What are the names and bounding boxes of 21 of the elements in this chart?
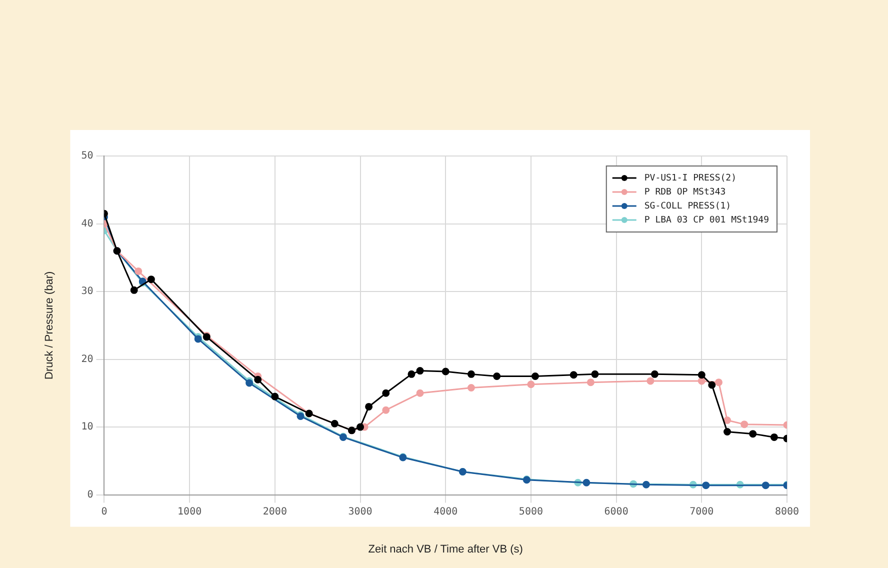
- x-tick-label: 5000: [518, 506, 544, 518]
- y-tick-label: 50: [81, 150, 94, 162]
- x-tick-label: 6000: [604, 506, 628, 518]
- y-tick-label: 10: [81, 422, 94, 433]
- y-tick-label: 30: [81, 286, 94, 298]
- x-tick-label: 0: [101, 506, 108, 518]
- x-tick-label: 8000: [774, 506, 800, 518]
- y-tick-label: 0: [87, 489, 94, 500]
- legend-label: P RDB OP MSt343: [644, 187, 726, 198]
- legend-label: P LBA 03 CP 001 MSt1949: [644, 215, 769, 226]
- y-tick-label: 40: [81, 218, 94, 230]
- x-tick-label: 4000: [434, 506, 458, 518]
- legend-label: PV-US1-I PRESS(2): [644, 173, 736, 184]
- x-tick-label: 3000: [348, 506, 372, 518]
- y-axis-title: Druck / Pressure (bar): [44, 271, 56, 380]
- legend-label: SG-COLL PRESS(1): [644, 201, 732, 212]
- x-tick-label: 7000: [690, 506, 714, 518]
- x-tick-label: 1000: [178, 506, 202, 518]
- y-tick-label: 20: [81, 354, 94, 365]
- x-axis-title: Zeit nach VB / Time after VB (s): [368, 543, 523, 556]
- x-tick-label: 2000: [262, 506, 287, 518]
